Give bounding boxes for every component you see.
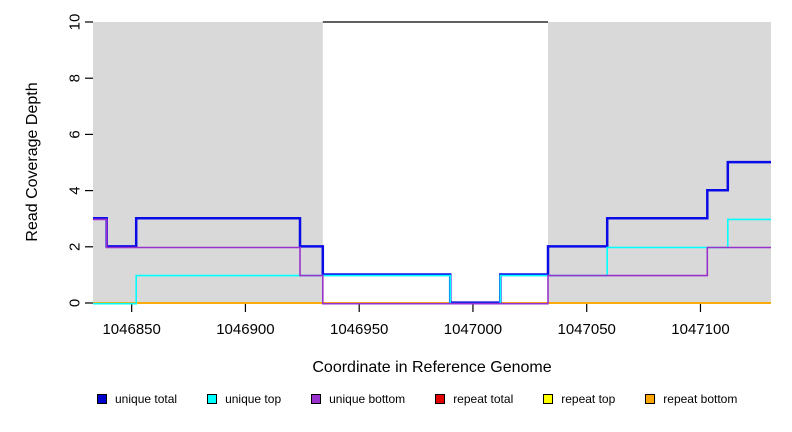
legend-label-repeat-bottom: repeat bottom bbox=[663, 392, 738, 406]
y-tick-label: 10 bbox=[67, 14, 84, 31]
legend-item-repeat-top: repeat top bbox=[543, 392, 615, 406]
y-tick-label: 8 bbox=[67, 74, 84, 82]
y-tick-label: 2 bbox=[67, 243, 84, 251]
plot-svg: 0 2 4 6 8 10 1046850 1046900 1046950 1047000 10470… bbox=[67, 14, 771, 338]
x-tick-label: 1047000 bbox=[444, 321, 502, 338]
x-tick-label: 1047050 bbox=[558, 321, 616, 338]
legend-label-unique-top: unique top bbox=[225, 392, 282, 406]
x-tick-label: 1046850 bbox=[102, 321, 160, 338]
legend: unique total unique top unique bottom re… bbox=[0, 392, 792, 406]
legend-item-repeat-bottom: repeat bottom bbox=[645, 392, 737, 406]
shaded-repeat-region bbox=[93, 22, 323, 303]
series-unique-total bbox=[93, 160, 771, 304]
y-axis-title: Read Coverage Depth bbox=[24, 82, 41, 242]
x-tick-label: 1046900 bbox=[216, 321, 274, 338]
legend-label-unique-bottom: unique bottom bbox=[329, 392, 406, 406]
legend-swatch-repeat-top bbox=[543, 394, 554, 404]
x-tick-label: 1047100 bbox=[671, 321, 729, 338]
legend-swatch-unique-top bbox=[207, 394, 218, 404]
legend-swatch-repeat-total bbox=[435, 394, 446, 404]
legend-item-unique-top: unique top bbox=[207, 392, 281, 406]
series-unique-bottom bbox=[93, 218, 771, 305]
x-tick-label: 1046950 bbox=[330, 321, 388, 338]
x-axis-title: Coordinate in Reference Genome bbox=[312, 359, 552, 376]
y-tick-label: 4 bbox=[67, 186, 84, 194]
y-tick-label: 0 bbox=[67, 299, 84, 307]
legend-swatch-unique-total bbox=[97, 394, 107, 404]
legend-swatch-unique-bottom bbox=[311, 394, 322, 404]
y-tick-label: 6 bbox=[67, 130, 84, 138]
legend-item-unique-bottom: unique bottom bbox=[311, 392, 405, 406]
legend-swatch-repeat-bottom bbox=[645, 394, 656, 404]
legend-item-unique-total: unique total bbox=[97, 392, 177, 406]
legend-label-repeat-top: repeat top bbox=[561, 392, 616, 406]
legend-label-repeat-total: repeat total bbox=[453, 392, 514, 406]
series-unique-top bbox=[93, 218, 771, 305]
legend-item-repeat-total: repeat total bbox=[435, 392, 513, 406]
legend-label-unique-total: unique total bbox=[115, 392, 178, 406]
